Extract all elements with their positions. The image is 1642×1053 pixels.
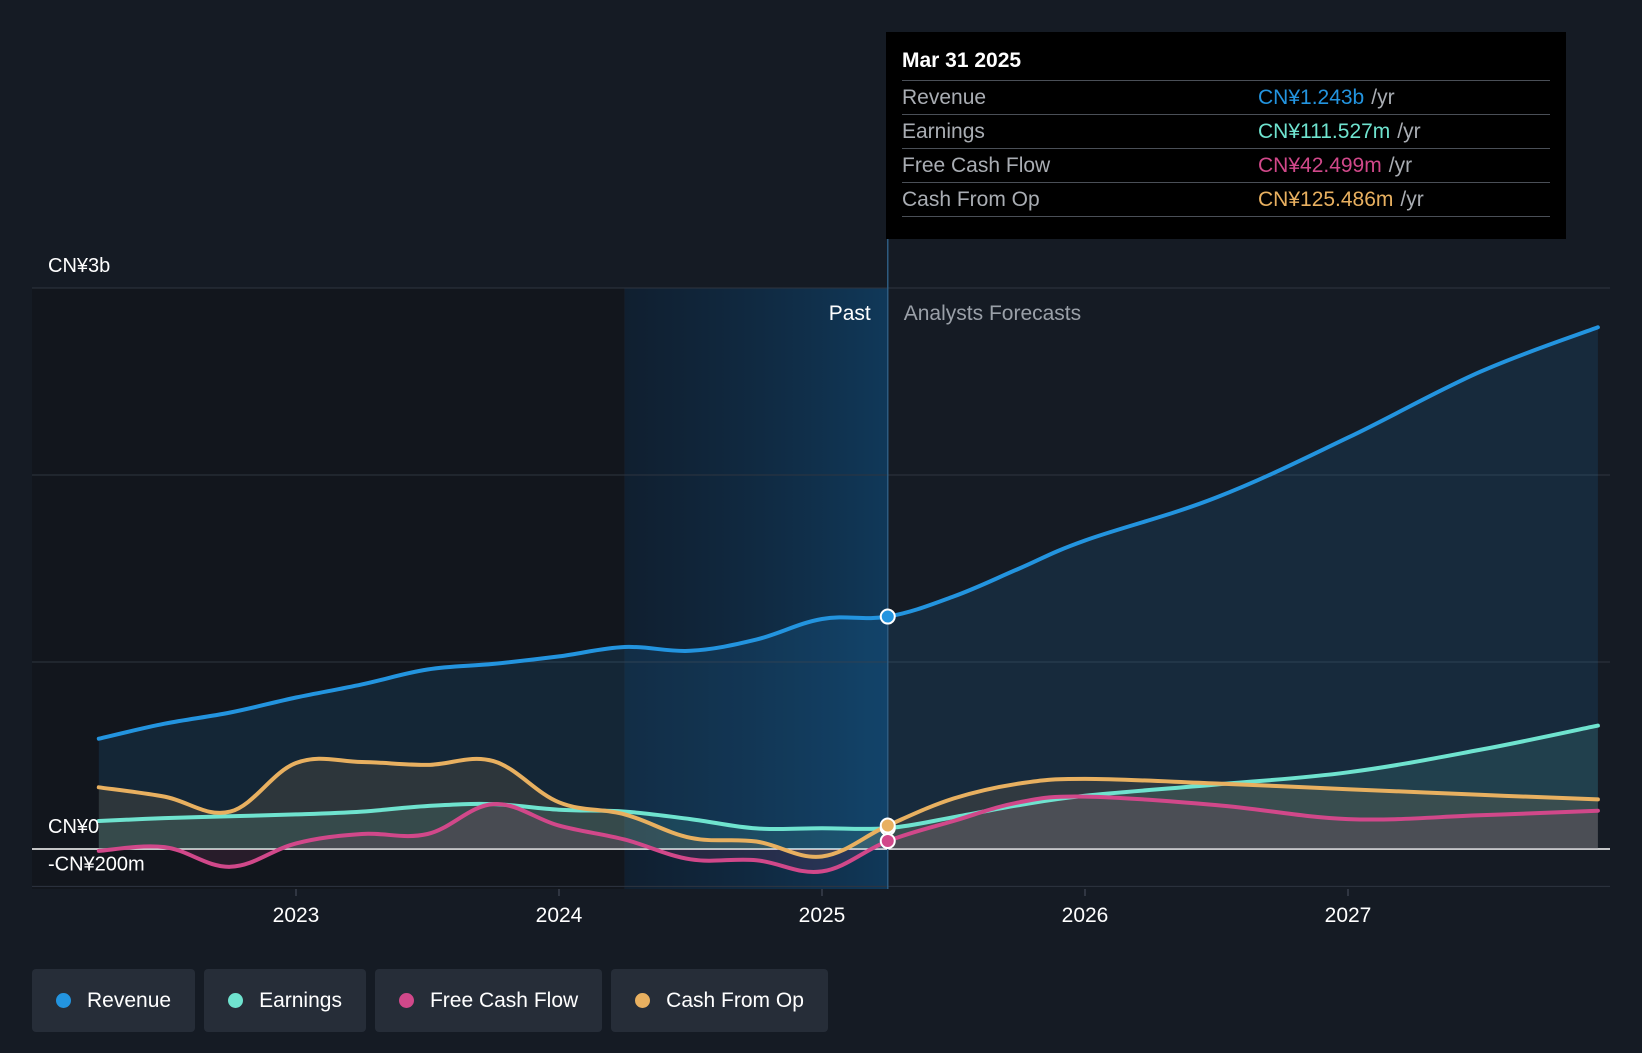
past-highlight-band [624,288,888,889]
tooltip-row-cash-from-op: Cash From Op CN¥125.486m /yr [902,182,1550,217]
legend-label: Revenue [87,988,172,1012]
x-axis-label: 2026 [1062,904,1109,927]
tooltip-unit: /yr [1371,85,1395,109]
tooltip-unit: /yr [1397,119,1421,143]
tooltip-value: CN¥42.499m [1258,153,1382,177]
earnings-dot-icon [228,993,244,1008]
cash-from-op-line [96,756,1600,859]
legend-label: Cash From Op [666,988,804,1012]
tooltip-label: Free Cash Flow [902,153,1051,177]
tooltip-value: CN¥125.486m [1258,187,1394,211]
x-axis-label: 2023 [273,904,320,927]
legend: Revenue Earnings Free Cash Flow Cash Fro… [32,969,828,1032]
earnings-line [96,723,1600,832]
tooltip: Mar 31 2025 Revenue CN¥1.243b /yr Earnin… [886,32,1566,239]
revenue-line [96,325,1600,741]
legend-label: Free Cash Flow [429,988,579,1012]
tooltip-row-revenue: Revenue CN¥1.243b /yr [902,80,1550,114]
past-label: Past [829,302,871,325]
free-cash-flow-area [98,796,1598,873]
legend-item-free-cash-flow[interactable]: Free Cash Flow [374,969,603,1032]
tooltip-row-free-cash-flow: Free Cash Flow CN¥42.499m /yr [902,148,1550,182]
y-axis-label: CN¥0 [48,816,99,838]
tooltip-unit: /yr [1388,153,1413,177]
forecast-label: Analysts Forecasts [904,302,1081,325]
free-cash-flow-marker [879,833,896,850]
free-cash-flow-dot-icon [398,993,414,1008]
free-cash-flow-line [96,794,1600,875]
y-axis-label: -CN¥200m [48,853,145,875]
revenue-marker [879,608,896,625]
legend-item-revenue[interactable]: Revenue [32,969,196,1032]
legend-item-earnings[interactable]: Earnings [204,969,366,1032]
tooltip-label: Revenue [902,85,987,109]
tooltip-value: CN¥111.527m [1258,119,1391,143]
x-axis-label: 2025 [799,904,846,927]
tooltip-label: Earnings [902,119,985,143]
pre-past-shade [32,288,624,889]
tooltip-unit: /yr [1400,187,1424,211]
earnings-area [98,725,1598,849]
legend-label: Earnings [259,988,342,1012]
tooltip-row-earnings: Earnings CN¥111.527m /yr [902,114,1550,148]
revenue-dot-icon [56,993,71,1008]
cash-from-op-dot-icon [635,993,651,1008]
x-axis-label: 2024 [536,904,583,927]
x-axis-label: 2027 [1325,904,1372,927]
tooltip-date: Mar 31 2025 [902,49,1022,72]
revenue-area [98,327,1598,849]
cash-from-op-area [98,758,1598,857]
y-axis-label: CN¥3b [48,255,110,277]
tooltip-value: CN¥1.243b [1258,85,1365,109]
legend-item-cash-from-op[interactable]: Cash From Op [611,969,828,1032]
tooltip-label: Cash From Op [902,187,1040,211]
cash-from-op-marker [879,817,896,834]
